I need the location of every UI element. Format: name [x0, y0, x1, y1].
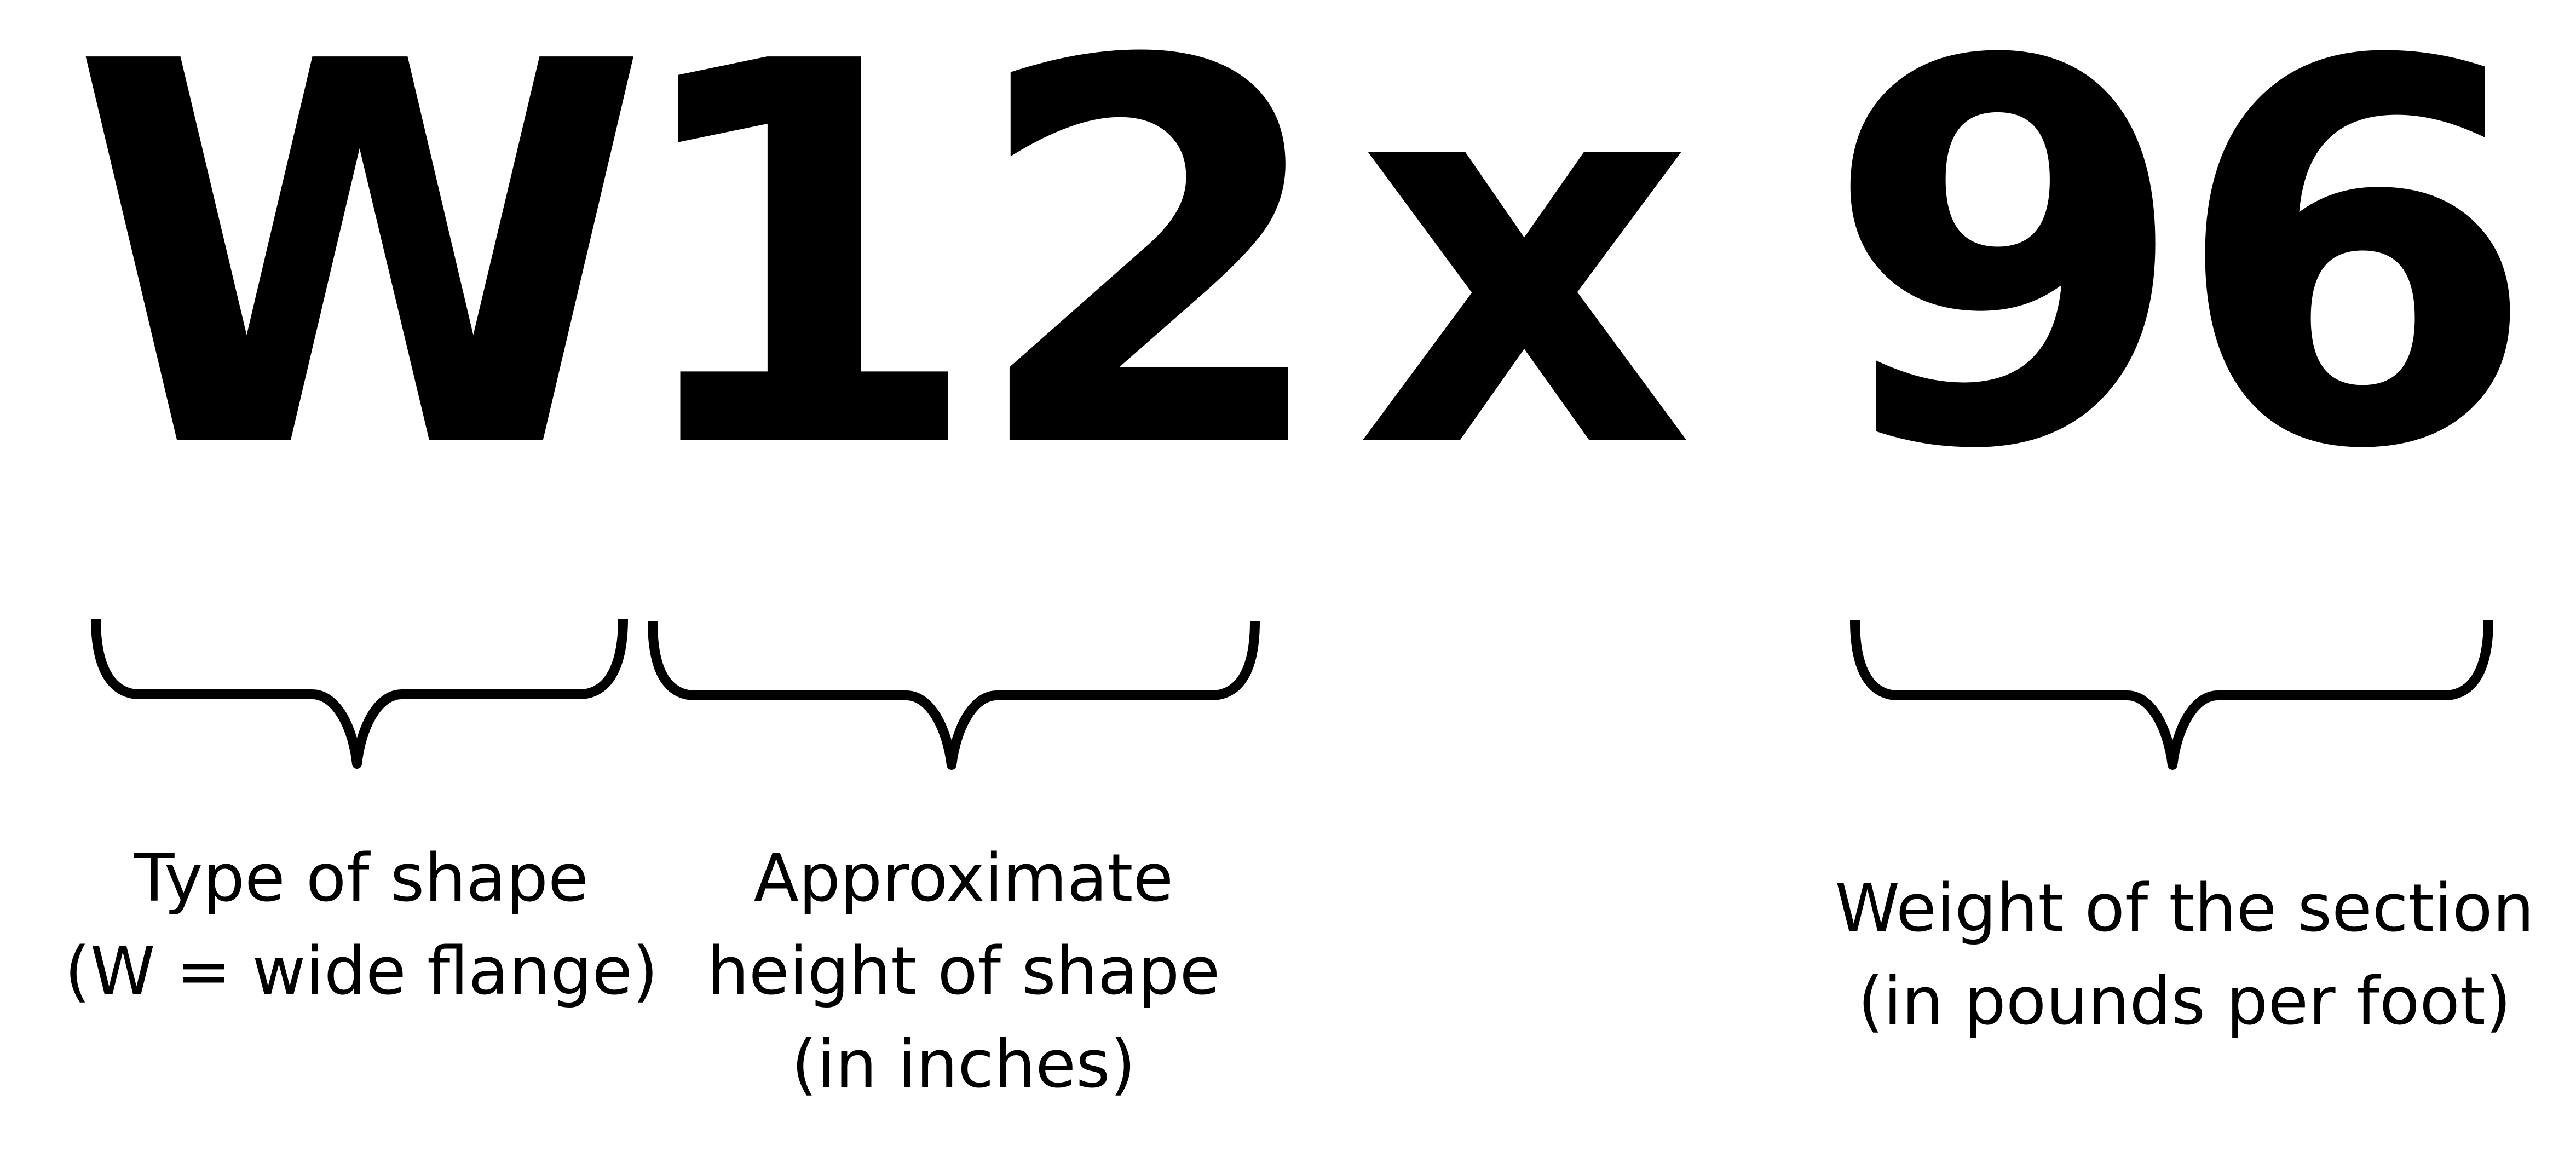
- brace-weight: [1850, 620, 2493, 770]
- brace-type: [91, 618, 628, 769]
- times-symbol: x: [1355, 0, 1694, 564]
- label-shape-type-line2: (W = wide flange): [65, 934, 658, 1010]
- label-shape-height-line3: (in inches): [791, 1027, 1136, 1103]
- shape-height-number: 12: [619, 0, 1334, 564]
- brace-height: [648, 621, 1260, 770]
- shape-weight-number: 96: [1823, 0, 2538, 564]
- label-shape-type-line1: Type of shape: [134, 841, 589, 917]
- label-shape-height-line1: Approximate: [753, 841, 1174, 917]
- label-section-weight: Weight of the section (in pounds per foo…: [1801, 862, 2568, 1049]
- label-shape-height-line2: height of shape: [707, 934, 1220, 1010]
- label-shape-height: Approximate height of shape (in inches): [635, 832, 1292, 1112]
- label-shape-type: Type of shape (W = wide flange): [33, 832, 690, 1018]
- label-section-weight-line1: Weight of the section: [1835, 871, 2534, 947]
- label-section-weight-line2: (in pounds per foot): [1858, 964, 2511, 1040]
- shape-type-letter: W: [70, 0, 650, 564]
